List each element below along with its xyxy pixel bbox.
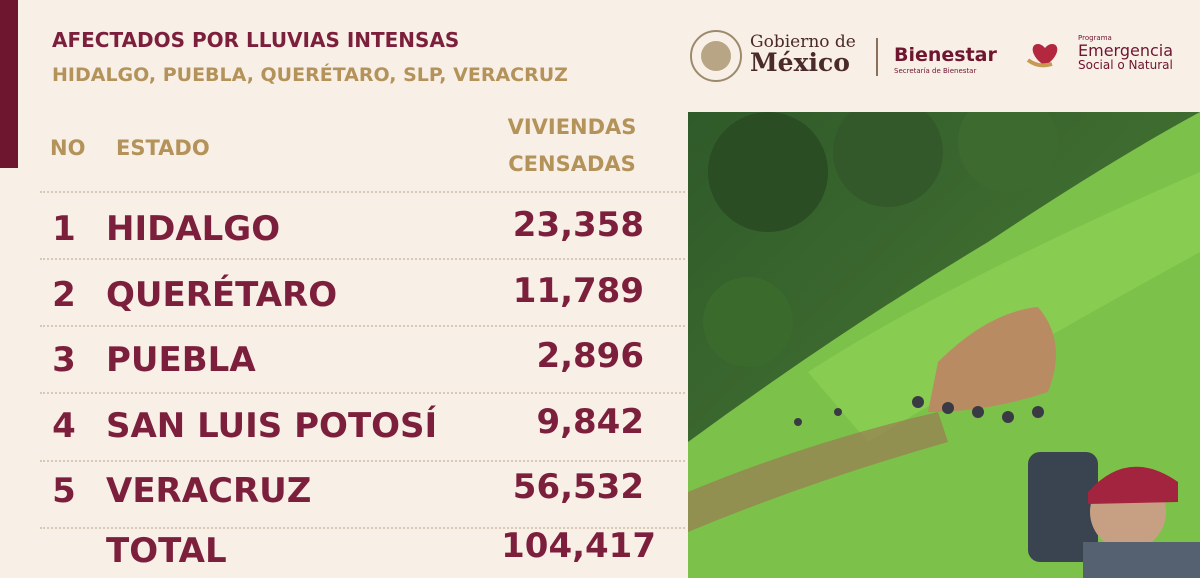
logo-text: Bienestar [894,44,997,66]
housing-count: 56,532 [512,467,644,507]
col-header: CENSADAS [508,152,636,176]
title: AFECTADOS POR LLUVIAS INTENSAS [52,28,460,52]
state-name: VERACRUZ [106,471,312,511]
accent-bar [0,0,18,168]
col-header: ESTADO [116,136,210,160]
heart-icon [1026,44,1058,68]
row-divider [40,527,685,529]
state-name: PUEBLA [106,340,256,380]
row-divider [40,191,685,193]
seal [690,30,742,82]
total-label: TOTAL [106,531,227,571]
divider [876,38,878,76]
logo-text: Social o Natural [1078,58,1173,72]
row-number: 5 [52,471,76,511]
housing-count: 23,358 [512,205,644,245]
photo [688,112,1200,578]
logo-text: Emergencia [1078,41,1174,60]
state-name: QUERÉTARO [106,274,338,315]
row-divider [40,460,685,462]
col-header: VIVIENDAS [507,115,637,139]
logo-text: Secretaría de Bienestar [894,67,977,75]
subtitle: HIDALGO, PUEBLA, QUERÉTARO, SLP, VERACRU… [52,64,568,86]
row-number: 1 [52,209,76,249]
row-divider [40,258,685,260]
state-name: SAN LUIS POTOSÍ [106,405,438,446]
housing-count: 2,896 [536,336,644,376]
housing-count: 9,842 [536,401,644,442]
logo-text: Gobierno de [750,32,856,52]
total-value: 104,417 [501,526,656,566]
row-divider [40,392,685,394]
logo-text: México [750,48,850,77]
row-number: 2 [52,274,76,315]
logo-bar: Gobierno de México Bienestar Secretaría … [688,0,1200,112]
logo-text: Programa [1078,34,1112,42]
row-number: 4 [52,405,76,446]
housing-count: 11,789 [512,270,644,311]
row-number: 3 [52,340,76,380]
row-divider [40,325,685,327]
col-header: NO [50,136,86,160]
state-name: HIDALGO [106,209,281,249]
